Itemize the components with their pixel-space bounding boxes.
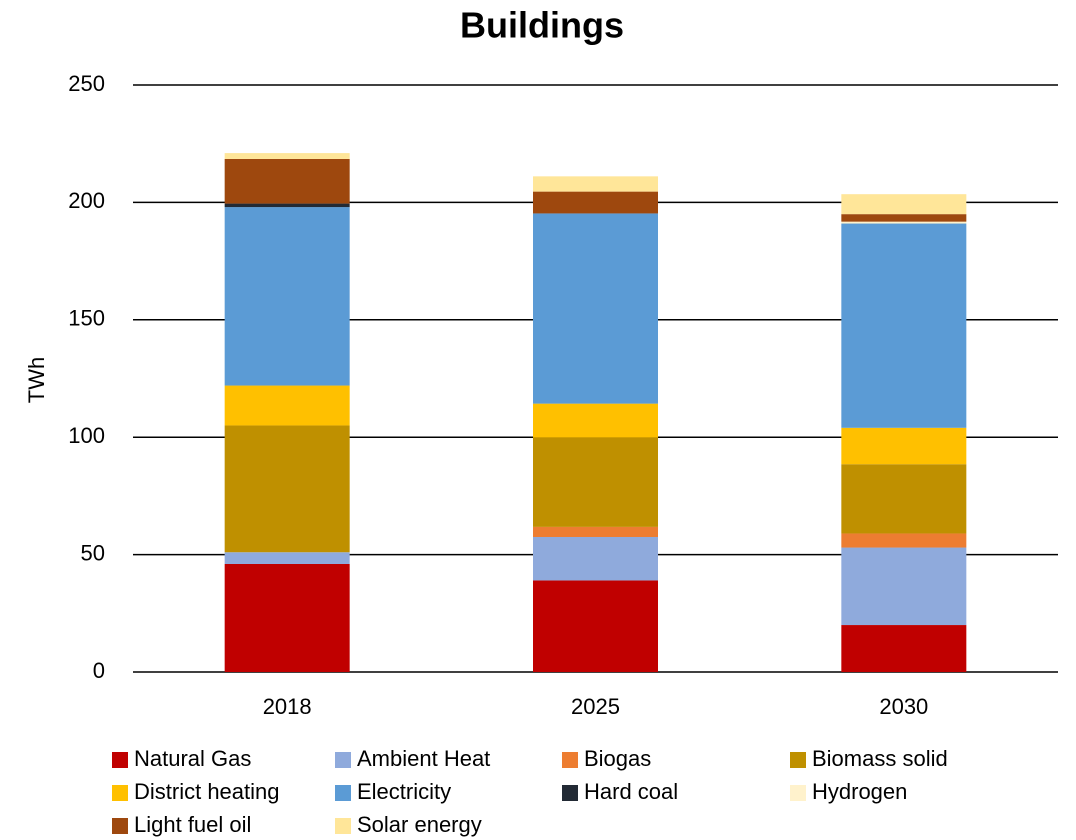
bar-segment [224,563,350,672]
bar-segment [224,552,350,564]
legend-label: Ambient Heat [357,746,490,771]
x-tick-label: 2025 [571,694,620,719]
bar-segment [841,214,967,222]
legend-swatch [335,818,351,834]
y-tick-label: 50 [81,540,105,565]
y-tick-label: 0 [93,658,105,683]
legend-swatch [112,752,128,768]
bar-segment [841,533,967,548]
bar-segment [533,403,658,438]
bar-segment [841,223,967,428]
bar-segment [224,153,350,159]
legend-swatch [790,785,806,801]
legend-label: Biomass solid [812,746,948,771]
legend-swatch [112,818,128,834]
legend-label: Light fuel oil [134,812,251,837]
legend-label: District heating [134,779,280,804]
bar-segment [533,526,658,537]
bar-segment [533,437,658,527]
legend-swatch [112,785,128,801]
bar-segment [841,625,967,672]
bar-segment [533,580,658,672]
bar-segment [533,536,658,581]
legend-swatch [562,752,578,768]
bar-segment [841,221,967,224]
bar-segment [533,191,658,214]
legend-label: Biogas [584,746,651,771]
legend-label: Solar energy [357,812,482,837]
bar-segment [224,203,350,208]
chart-title: Buildings [460,5,624,46]
y-tick-label: 200 [68,188,105,213]
x-tick-label: 2018 [263,694,312,719]
y-tick-label: 100 [68,423,105,448]
bar-segment [533,213,658,404]
bar-segment [224,385,350,426]
bar-segment [841,194,967,215]
x-tick-label: 2030 [879,694,928,719]
y-axis-label: TWh [24,357,49,403]
bar-segment [224,207,350,386]
bar-segment [224,158,350,204]
legend-label: Hydrogen [812,779,907,804]
legend-swatch [335,752,351,768]
bar-segment [533,176,658,192]
legend-swatch [562,785,578,801]
y-tick-label: 150 [68,306,105,331]
legend-swatch [790,752,806,768]
legend-swatch [335,785,351,801]
y-tick-label: 250 [68,71,105,96]
bar-segment [841,427,967,465]
legend-label: Natural Gas [134,746,251,771]
bar-segment [841,547,967,626]
bar-segment [224,425,350,553]
legend-label: Hard coal [584,779,678,804]
bar-segment [841,464,967,534]
legend-label: Electricity [357,779,451,804]
